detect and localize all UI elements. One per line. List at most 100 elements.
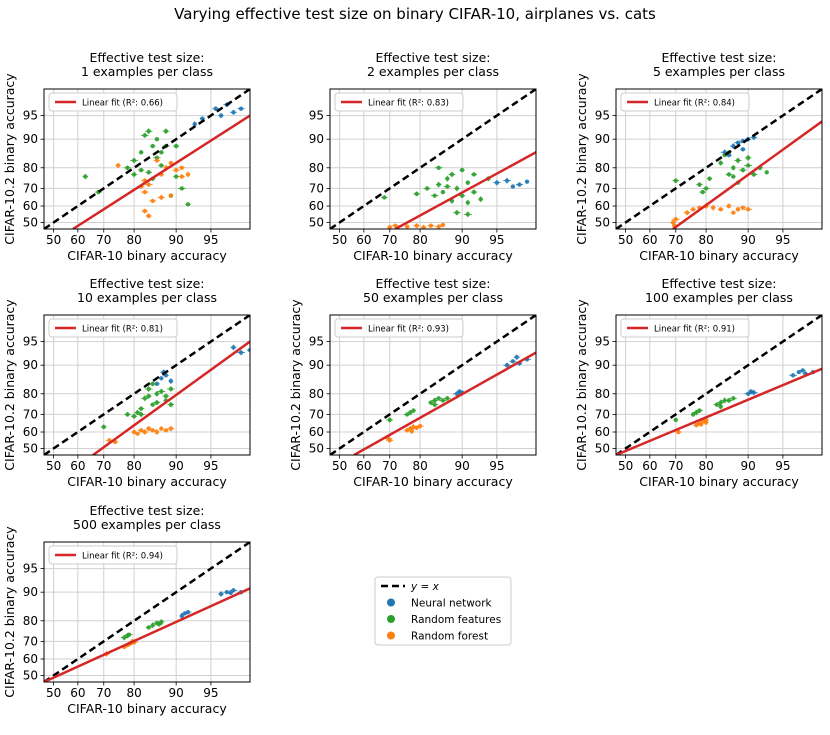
y-tick-label: 95	[23, 562, 38, 576]
point-marker	[510, 184, 516, 189]
series-random-forest	[115, 158, 191, 219]
data-point	[145, 625, 152, 630]
legend-item: y = x	[381, 581, 440, 593]
point-marker	[163, 128, 169, 134]
y-tick-label: 80	[23, 387, 38, 401]
point-marker	[745, 207, 751, 212]
point-marker	[231, 588, 236, 593]
point-marker	[411, 408, 416, 413]
data-point	[115, 163, 121, 168]
point-marker	[684, 210, 690, 215]
point-marker	[745, 155, 751, 161]
x-tick-label: 95	[203, 233, 218, 247]
x-tick-label: 90	[169, 686, 184, 700]
y-tick-label: 60	[23, 652, 38, 666]
point-marker	[173, 143, 179, 149]
point-marker	[168, 378, 174, 384]
subplot-3: Effective test size:5 examples per class…	[574, 50, 823, 263]
point-marker	[168, 386, 174, 392]
point-marker	[238, 106, 244, 111]
series-random-features	[101, 381, 175, 430]
y-tick-label: 80	[595, 161, 610, 175]
data-point	[423, 186, 431, 191]
point-marker	[697, 408, 702, 413]
point-marker	[142, 429, 148, 435]
point-marker	[440, 189, 446, 195]
subplot-title: 5 examples per class	[653, 64, 785, 79]
y-tick-label: 95	[23, 109, 38, 123]
data-point	[158, 163, 165, 168]
legend-item: Neural network	[387, 598, 493, 610]
fit-legend-label: Linear fit (R²: 0.81)	[82, 325, 163, 335]
point-marker	[735, 207, 741, 212]
data-point	[416, 423, 424, 429]
point-marker	[125, 165, 130, 170]
data-point	[172, 167, 181, 173]
point-marker	[131, 158, 137, 163]
point-marker	[454, 186, 460, 191]
point-marker	[471, 189, 477, 195]
series-neural-network	[493, 177, 530, 189]
point-marker	[146, 426, 151, 431]
y-tick-label: 80	[23, 614, 38, 628]
data-point	[146, 426, 152, 432]
data-point	[675, 429, 682, 435]
point-marker	[150, 402, 155, 407]
point-marker	[414, 425, 419, 430]
data-point	[138, 149, 144, 155]
point-marker	[142, 133, 148, 138]
point-marker	[131, 429, 137, 435]
data-point	[158, 150, 165, 155]
data-point	[155, 621, 163, 627]
x-tick-label: 60	[356, 233, 371, 247]
y-tick-label: 60	[595, 425, 610, 439]
y-tick-label: 90	[309, 358, 324, 372]
data-point	[412, 223, 421, 229]
data-point	[124, 412, 131, 417]
data-point	[163, 428, 169, 433]
data-point	[671, 217, 680, 222]
linear-fit-line	[672, 120, 822, 229]
data-point	[695, 408, 703, 413]
axes-frame	[329, 314, 537, 456]
data-point	[448, 171, 456, 178]
subplot-grid: Effective test size:1 examples per class…	[2, 50, 823, 716]
point-marker	[154, 158, 160, 163]
x-tick-label: 70	[96, 233, 111, 247]
data-point	[453, 209, 461, 216]
point-marker	[168, 402, 174, 407]
x-tick-label: 80	[126, 459, 141, 473]
data-point	[150, 402, 156, 407]
data-point	[713, 402, 721, 407]
x-axis-label: CIFAR-10 binary accuracy	[639, 248, 799, 263]
data-point	[228, 590, 233, 596]
data-point	[137, 411, 145, 418]
plot-area	[44, 542, 250, 682]
data-point	[150, 622, 156, 629]
data-point	[470, 172, 477, 177]
y-tick-label: 60	[23, 199, 38, 213]
legend-swatch-dot	[387, 631, 395, 640]
data-point	[177, 186, 186, 191]
fit-legend-box	[48, 92, 178, 112]
point-marker	[504, 178, 510, 183]
series-random-forest	[387, 222, 446, 229]
data-point	[789, 373, 797, 378]
x-tick-label: 70	[668, 459, 683, 473]
point-marker	[731, 210, 736, 215]
data-point	[435, 224, 443, 229]
data-point	[178, 165, 186, 170]
data-point	[409, 428, 415, 435]
identity-line	[44, 315, 250, 455]
x-tick-label: 60	[642, 459, 657, 473]
fit-legend-box	[334, 92, 464, 112]
legend-box	[374, 576, 512, 646]
data-point	[799, 368, 806, 373]
data-point	[435, 181, 442, 188]
data-point	[145, 213, 152, 219]
identity-line	[616, 315, 822, 455]
data-point	[125, 632, 133, 637]
point-marker	[436, 182, 441, 187]
data-point	[230, 109, 237, 115]
data-point	[703, 420, 709, 425]
